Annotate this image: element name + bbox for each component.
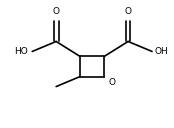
Text: O: O (53, 7, 60, 16)
Text: HO: HO (14, 47, 28, 56)
Text: O: O (108, 78, 115, 87)
Text: OH: OH (155, 47, 168, 56)
Text: O: O (125, 7, 132, 16)
